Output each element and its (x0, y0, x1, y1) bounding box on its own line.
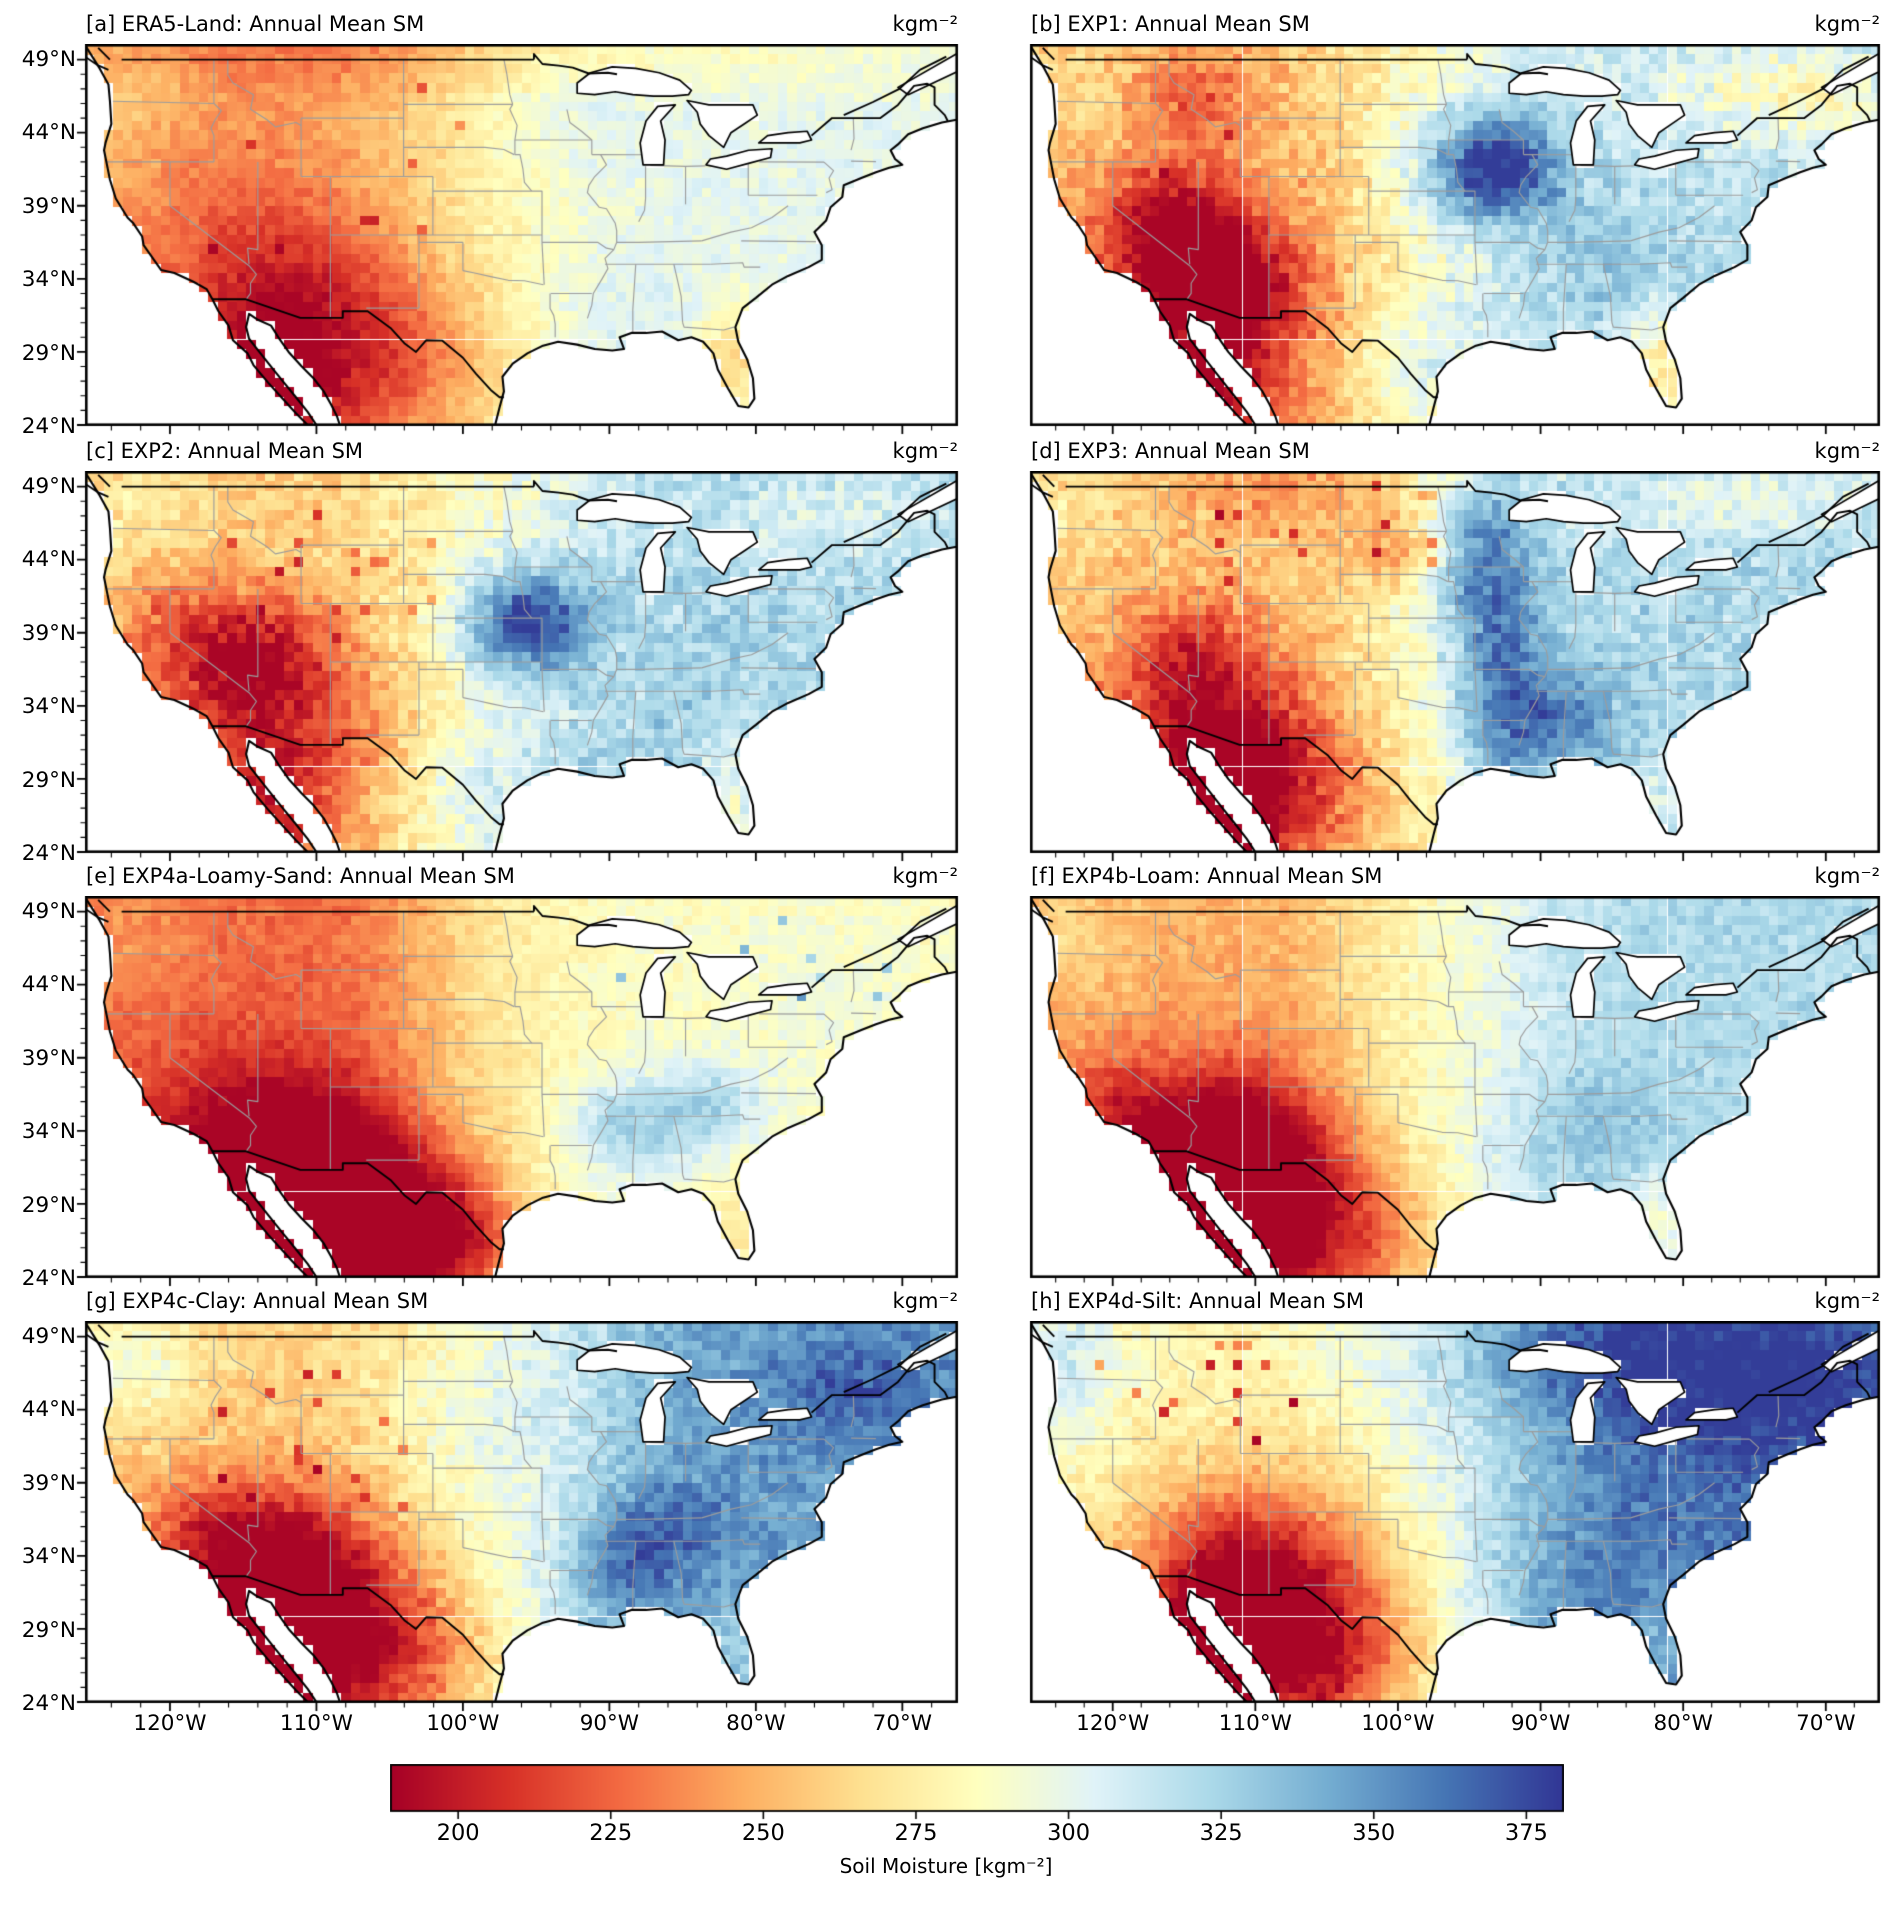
lat-tick-label: 34°N (21, 1544, 76, 1570)
map-panel-e: [e] EXP4a-Loamy-Sand: Annual Mean SM kgm… (72, 864, 962, 1295)
map-panel-h: [h] EXP4d-Silt: Annual Mean SM kgm⁻² (1017, 1289, 1884, 1720)
lat-tick-label: 49°N (21, 473, 76, 499)
lon-tick-label: 70°W (872, 1711, 933, 1736)
lon-tick-label: 100°W (1361, 1711, 1435, 1736)
colorbar-tick-label: 350 (1352, 1820, 1396, 1846)
map-panel-c: [c] EXP2: Annual Mean SM kgm⁻² (72, 439, 962, 870)
panel-c-title: [c] EXP2: Annual Mean SM (86, 439, 364, 463)
colorbar-tick-label: 225 (589, 1820, 633, 1846)
lat-tick-label: 34°N (21, 694, 76, 720)
panel-e-title: [e] EXP4a-Loamy-Sand: Annual Mean SM (86, 864, 515, 888)
panel-b-units: kgm⁻² (1814, 12, 1880, 36)
lat-tick-label: 44°N (21, 972, 76, 998)
panel-g-title: [g] EXP4c-Clay: Annual Mean SM (86, 1289, 429, 1313)
colorbar-label: Soil Moisture [kgm⁻²] (839, 1854, 1053, 1878)
colorbar-tick-label: 300 (1047, 1820, 1091, 1846)
lat-tick-label: 29°N (21, 340, 76, 366)
lon-tick-label: 70°W (1796, 1711, 1856, 1736)
map-panel-a: [a] ERA5-Land: Annual Mean SM kgm⁻² (72, 12, 962, 443)
lon-tick-label: 90°W (579, 1711, 640, 1736)
colorbar-tick-label: 200 (436, 1820, 480, 1846)
lat-tick-label: 44°N (21, 547, 76, 573)
map-canvas-b (1017, 44, 1884, 443)
map-canvas-h (1017, 1321, 1884, 1720)
lat-tick-label: 44°N (21, 1397, 76, 1423)
panel-g-units: kgm⁻² (892, 1289, 958, 1313)
panel-e-units: kgm⁻² (892, 864, 958, 888)
map-canvas-f (1017, 896, 1884, 1295)
panel-h-title: [h] EXP4d-Silt: Annual Mean SM (1031, 1289, 1364, 1313)
lat-tick-label: 39°N (21, 1045, 76, 1071)
map-panel-g: [g] EXP4c-Clay: Annual Mean SM kgm⁻² (72, 1289, 962, 1720)
lat-tick-label: 49°N (21, 898, 76, 924)
map-canvas-e (72, 896, 962, 1295)
panel-f-units: kgm⁻² (1814, 864, 1880, 888)
lat-tick-label: 44°N (21, 120, 76, 146)
colorbar (390, 1764, 1564, 1822)
panel-h-units: kgm⁻² (1814, 1289, 1880, 1313)
panel-d-units: kgm⁻² (1814, 439, 1880, 463)
map-canvas-a (72, 44, 962, 443)
map-panel-d: [d] EXP3: Annual Mean SM kgm⁻² (1017, 439, 1884, 870)
lat-tick-label: 34°N (21, 1119, 76, 1145)
lat-tick-label: 29°N (21, 767, 76, 793)
lat-tick-label: 49°N (21, 46, 76, 72)
lat-tick-label: 24°N (21, 841, 76, 866)
map-panel-f: [f] EXP4b-Loam: Annual Mean SM kgm⁻² (1017, 864, 1884, 1295)
lat-tick-label: 29°N (21, 1192, 76, 1218)
map-panel-b: [b] EXP1: Annual Mean SM kgm⁻² (1017, 12, 1884, 443)
panel-f-title: [f] EXP4b-Loam: Annual Mean SM (1031, 864, 1383, 888)
lon-tick-label: 120°W (133, 1711, 207, 1736)
colorbar-tick-label: 275 (894, 1820, 938, 1846)
map-canvas-d (1017, 471, 1884, 870)
lon-tick-label: 110°W (279, 1711, 353, 1736)
panel-a-title: [a] ERA5-Land: Annual Mean SM (86, 12, 425, 36)
colorbar-tick-label: 250 (741, 1820, 785, 1846)
lat-tick-label: 39°N (21, 193, 76, 219)
map-canvas-c (72, 471, 962, 870)
lon-tick-label: 90°W (1510, 1711, 1571, 1736)
lat-tick-label: 24°N (21, 414, 76, 439)
lon-tick-label: 80°W (726, 1711, 786, 1736)
colorbar-tick-label: 375 (1504, 1820, 1548, 1846)
lat-tick-label: 39°N (21, 620, 76, 646)
panel-b-title: [b] EXP1: Annual Mean SM (1031, 12, 1310, 36)
lat-tick-label: 49°N (21, 1323, 76, 1349)
lat-tick-label: 29°N (21, 1617, 76, 1643)
lat-tick-label: 24°N (21, 1691, 76, 1716)
lat-tick-label: 24°N (21, 1266, 76, 1291)
lon-tick-label: 110°W (1218, 1711, 1292, 1736)
colorbar-tick-label: 325 (1199, 1820, 1243, 1846)
panel-d-title: [d] EXP3: Annual Mean SM (1031, 439, 1310, 463)
lat-tick-label: 34°N (21, 267, 76, 293)
map-canvas-g (72, 1321, 962, 1720)
lon-tick-label: 100°W (426, 1711, 500, 1736)
panel-c-units: kgm⁻² (892, 439, 958, 463)
lon-tick-label: 80°W (1653, 1711, 1713, 1736)
lon-tick-label: 120°W (1076, 1711, 1150, 1736)
lat-tick-label: 39°N (21, 1470, 76, 1496)
panel-a-units: kgm⁻² (892, 12, 958, 36)
